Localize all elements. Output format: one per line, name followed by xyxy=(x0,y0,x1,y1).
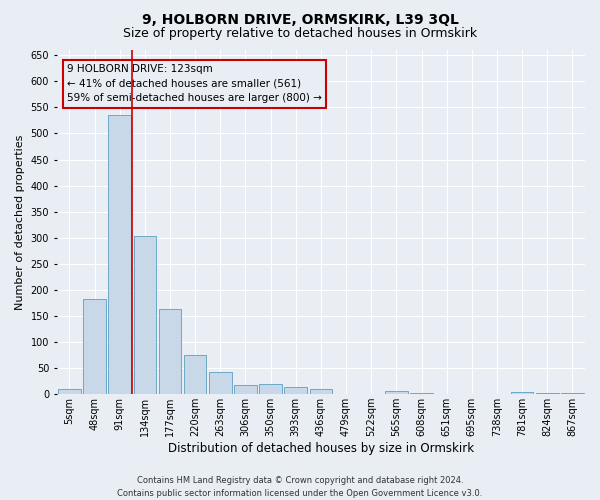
Bar xyxy=(310,390,332,394)
Bar xyxy=(536,393,559,394)
Text: 9 HOLBORN DRIVE: 123sqm
← 41% of detached houses are smaller (561)
59% of semi-d: 9 HOLBORN DRIVE: 123sqm ← 41% of detache… xyxy=(67,64,322,104)
Text: Size of property relative to detached houses in Ormskirk: Size of property relative to detached ho… xyxy=(123,28,477,40)
X-axis label: Distribution of detached houses by size in Ormskirk: Distribution of detached houses by size … xyxy=(168,442,474,455)
Bar xyxy=(184,355,206,394)
Bar xyxy=(511,392,533,394)
Bar xyxy=(561,392,584,394)
Bar xyxy=(158,309,181,394)
Bar xyxy=(385,391,407,394)
Bar xyxy=(109,115,131,394)
Bar xyxy=(234,386,257,394)
Y-axis label: Number of detached properties: Number of detached properties xyxy=(15,134,25,310)
Bar xyxy=(134,236,156,394)
Bar xyxy=(259,384,282,394)
Bar xyxy=(284,387,307,394)
Bar xyxy=(83,298,106,394)
Text: 9, HOLBORN DRIVE, ORMSKIRK, L39 3QL: 9, HOLBORN DRIVE, ORMSKIRK, L39 3QL xyxy=(142,12,458,26)
Text: Contains HM Land Registry data © Crown copyright and database right 2024.
Contai: Contains HM Land Registry data © Crown c… xyxy=(118,476,482,498)
Bar xyxy=(58,389,81,394)
Bar xyxy=(209,372,232,394)
Bar xyxy=(410,393,433,394)
